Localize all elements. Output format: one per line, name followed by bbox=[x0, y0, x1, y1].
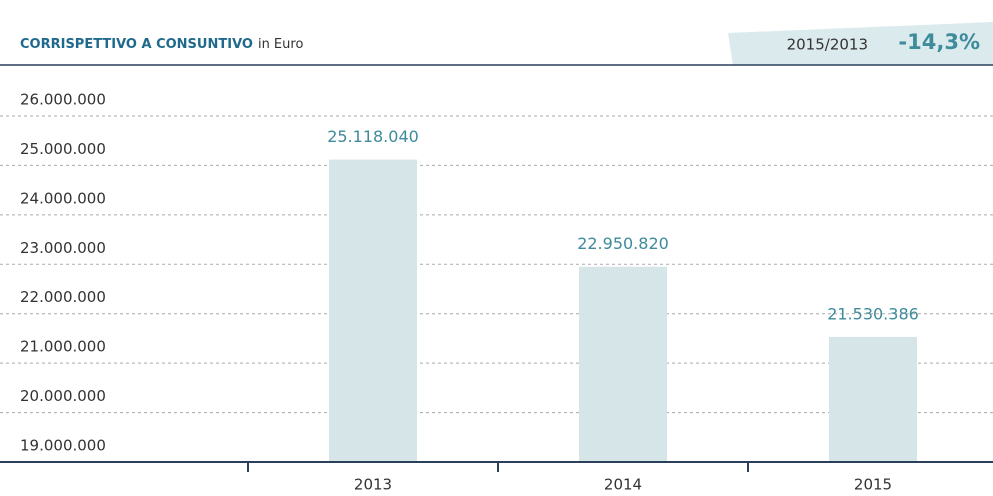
y-tick-label: 25.000.000 bbox=[20, 140, 106, 158]
bar bbox=[829, 336, 917, 462]
chart-title: CORRISPETTIVO A CONSUNTIVO bbox=[20, 37, 253, 52]
value-label: 22.950.820 bbox=[577, 234, 669, 253]
y-tick-label: 24.000.000 bbox=[20, 189, 106, 207]
bar bbox=[579, 266, 667, 462]
chart-subtitle: in Euro bbox=[258, 37, 303, 52]
y-tick-label: 23.000.000 bbox=[20, 239, 106, 257]
y-tick-label: 20.000.000 bbox=[20, 387, 106, 405]
chart-header: CORRISPETTIVO A CONSUNTIVO in Euro bbox=[20, 37, 303, 52]
comparison-value: -14,3% bbox=[898, 30, 980, 54]
comparison-badge bbox=[728, 22, 993, 65]
x-tick-label: 2014 bbox=[604, 476, 642, 494]
y-tick-label: 22.000.000 bbox=[20, 288, 106, 306]
bar bbox=[329, 159, 417, 462]
y-tick-label: 21.000.000 bbox=[20, 338, 106, 356]
value-label: 21.530.386 bbox=[827, 304, 919, 323]
y-tick-label: 19.000.000 bbox=[20, 437, 106, 455]
y-tick-label: 26.000.000 bbox=[20, 91, 106, 109]
comparison-label: 2015/2013 bbox=[787, 36, 868, 54]
x-tick-label: 2013 bbox=[354, 476, 392, 494]
value-label: 25.118.040 bbox=[327, 127, 419, 146]
x-tick-label: 2015 bbox=[854, 476, 892, 494]
